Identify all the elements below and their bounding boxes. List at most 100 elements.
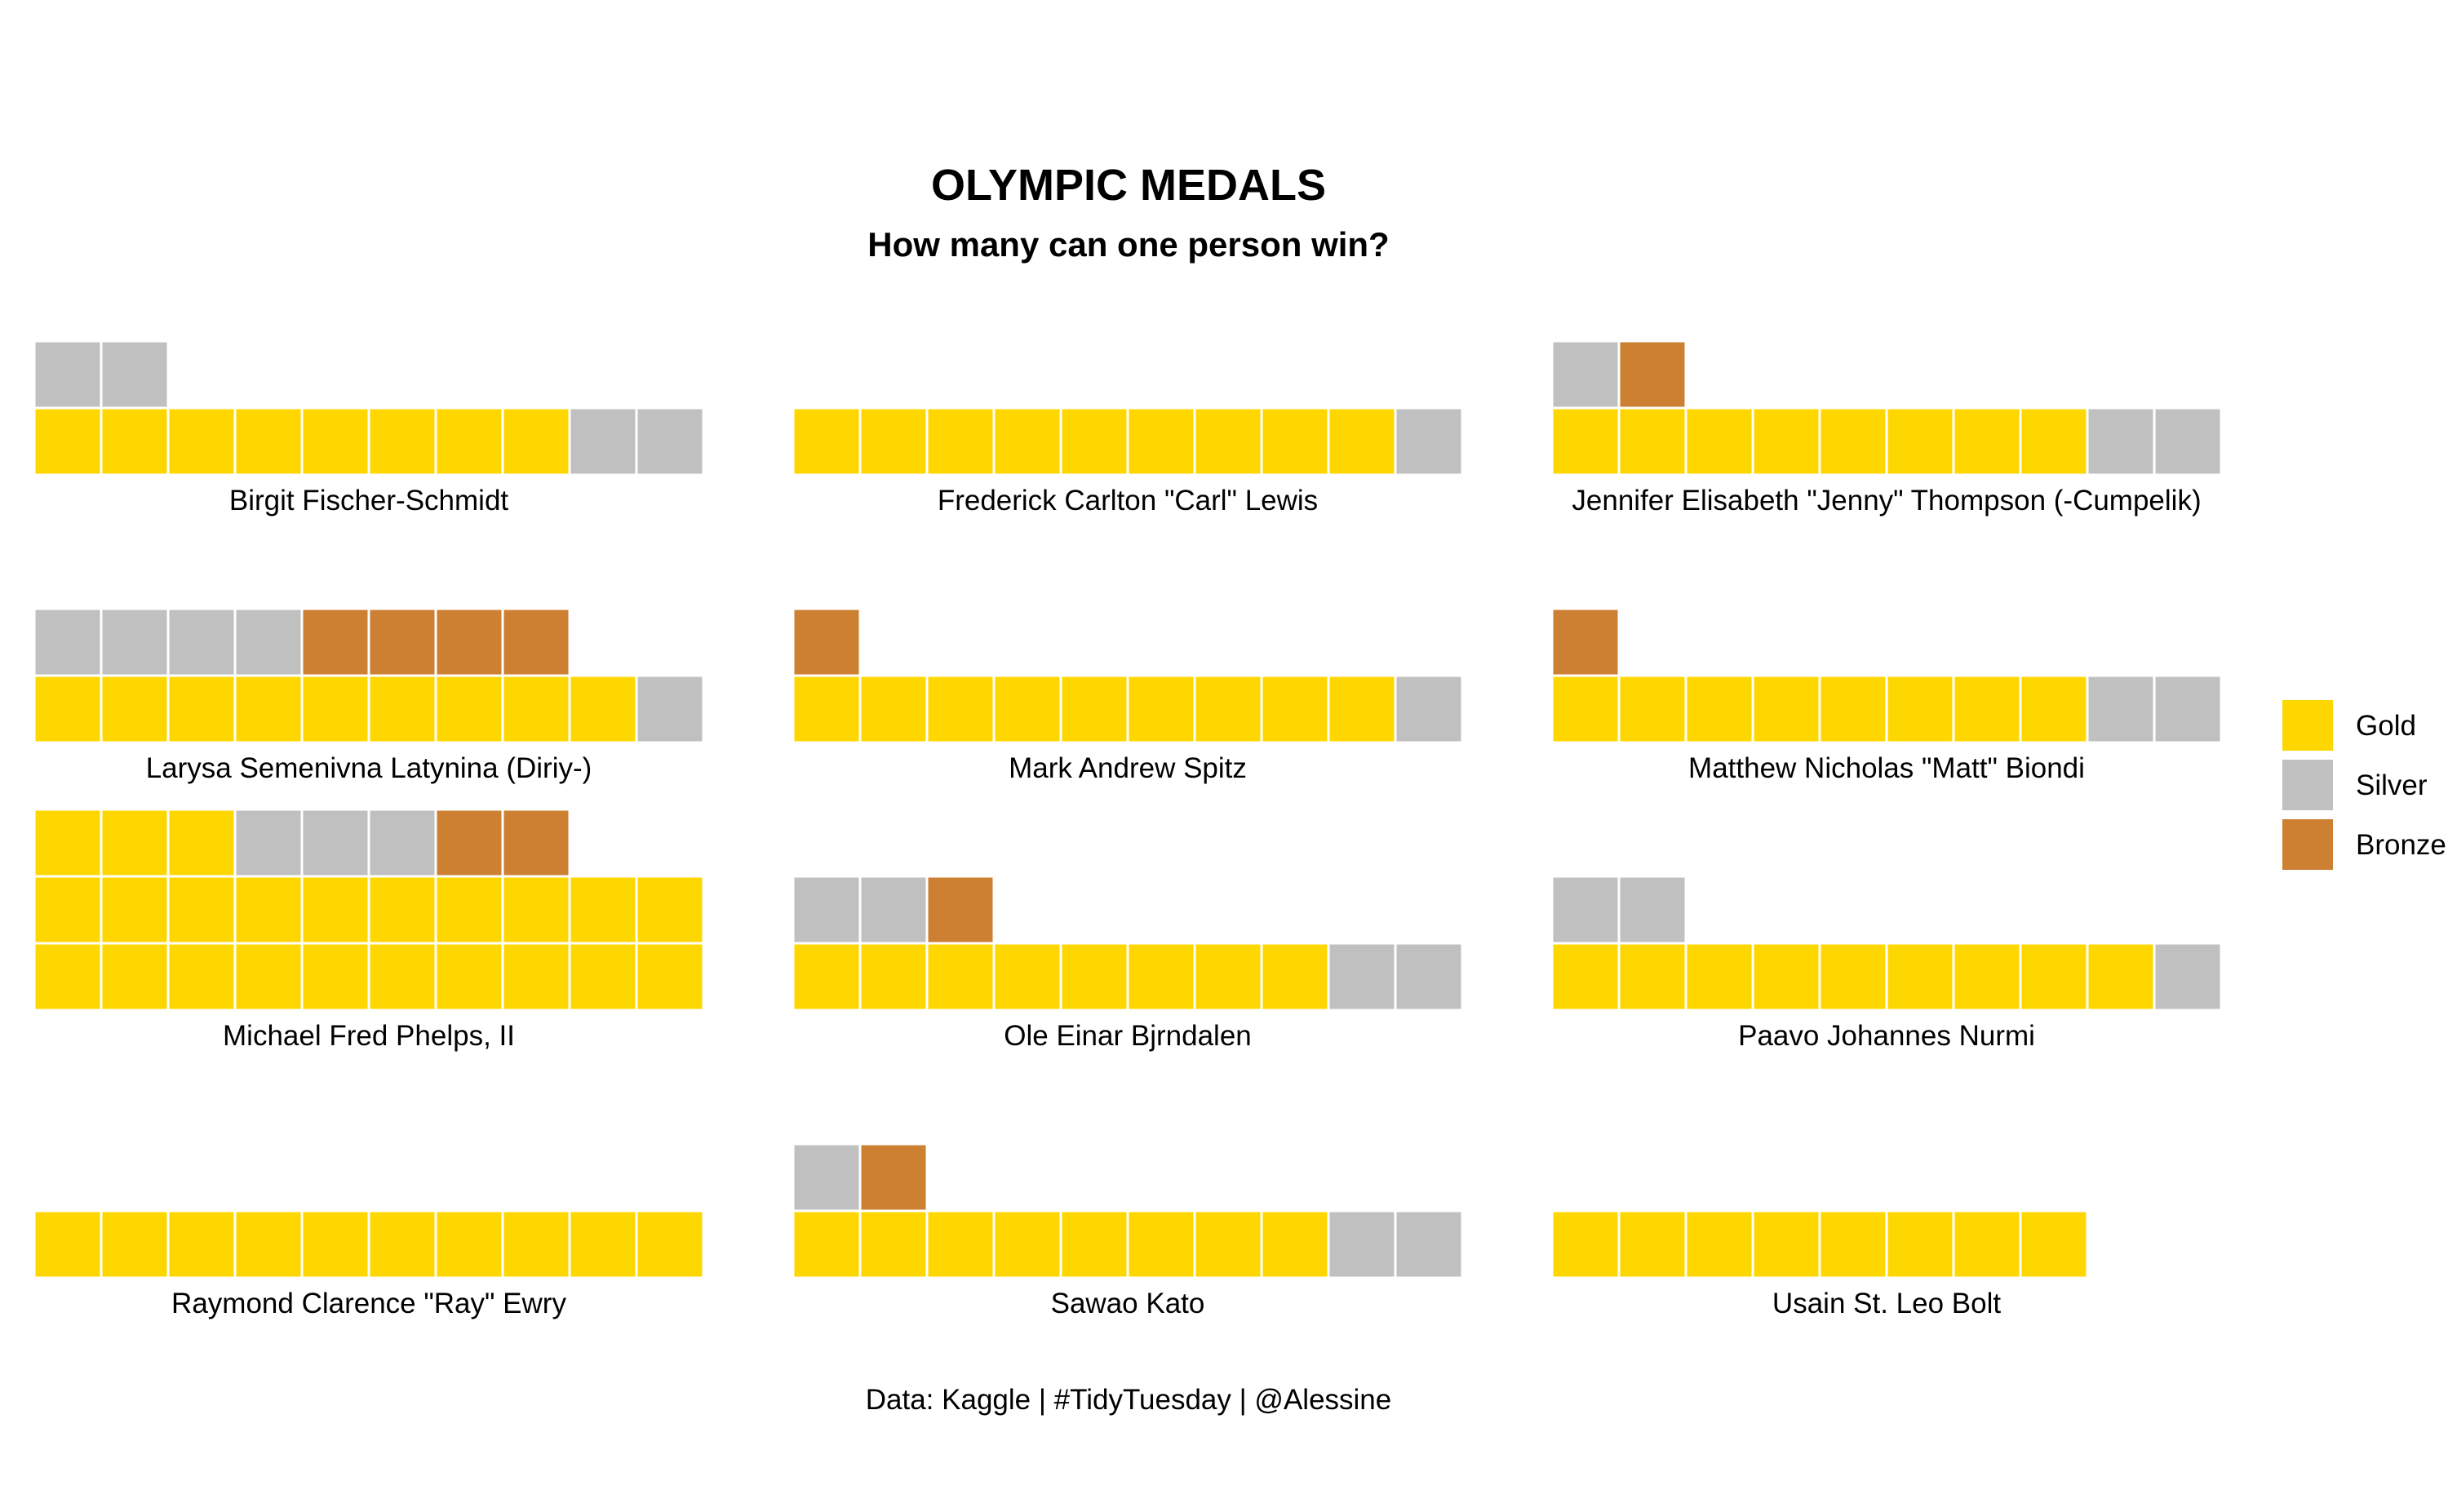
gold-medal-square	[928, 1212, 993, 1277]
silver-medal-square	[861, 877, 926, 942]
gold-medal-square	[1754, 676, 1819, 742]
gold-medal-square	[102, 877, 167, 942]
gold-medal-square	[169, 877, 234, 942]
silver-medal-square	[2155, 944, 2220, 1009]
gold-medal-square	[437, 944, 502, 1009]
gold-medal-square	[1553, 944, 1618, 1009]
gold-medal-square	[1062, 1212, 1127, 1277]
panel-matthew-nicholas-matt-biondi: Matthew Nicholas "Matt" Biondi	[1553, 610, 2220, 784]
gold-medal-square	[794, 944, 859, 1009]
gold-medal-square	[2021, 676, 2087, 742]
gold-medal-square	[169, 409, 234, 474]
bronze-medal-square	[928, 877, 993, 942]
silver-medal-square	[2088, 676, 2153, 742]
gold-medal-square	[570, 676, 636, 742]
gold-medal-square	[995, 944, 1060, 1009]
gold-medal-square	[1687, 676, 1752, 742]
gold-medal-square	[1553, 409, 1618, 474]
gold-medal-square	[570, 1212, 636, 1277]
silver-medal-square	[1329, 1212, 1395, 1277]
bronze-medal-square	[303, 610, 368, 675]
panel-birgit-fischer-schmidt: Birgit Fischer-Schmidt	[35, 342, 703, 517]
gold-medal-square	[35, 944, 100, 1009]
silver-medal-square	[1396, 944, 1461, 1009]
gold-medal-square	[1262, 944, 1328, 1009]
silver-medal-square	[1553, 342, 1618, 407]
gold-medal-square	[1195, 1212, 1261, 1277]
gold-medal-square	[370, 877, 435, 942]
silver-medal-square	[637, 409, 703, 474]
gold-medal-square	[1129, 1212, 1194, 1277]
gold-medal-square	[437, 676, 502, 742]
gold-medal-square	[503, 944, 569, 1009]
gold-medal-square	[1195, 409, 1261, 474]
gold-medal-square	[1820, 676, 1886, 742]
gold-medal-square	[1820, 944, 1886, 1009]
silver-medal-square	[2155, 409, 2220, 474]
gold-medal-square	[1553, 676, 1618, 742]
panel-mark-andrew-spitz: Mark Andrew Spitz	[794, 610, 1461, 784]
panel-label: Michael Fred Phelps, II	[223, 1020, 515, 1052]
gold-medal-square	[236, 676, 301, 742]
gold-medal-square	[1687, 944, 1752, 1009]
legend-swatch-silver	[2282, 760, 2333, 810]
legend-label-silver: Silver	[2356, 769, 2428, 801]
panel-label: Mark Andrew Spitz	[1009, 752, 1247, 784]
gold-medal-square	[169, 810, 234, 876]
panel-ole-einar-bjrndalen: Ole Einar Bjrndalen	[794, 877, 1461, 1052]
gold-medal-square	[102, 810, 167, 876]
gold-medal-square	[1887, 676, 1953, 742]
legend-swatch-bronze	[2282, 819, 2333, 870]
gold-medal-square	[1062, 409, 1127, 474]
silver-medal-square	[169, 610, 234, 675]
gold-medal-square	[437, 877, 502, 942]
gold-medal-square	[1062, 944, 1127, 1009]
chart-caption: Data: Kaggle | #TidyTuesday | @Alessine	[866, 1384, 1392, 1416]
gold-medal-square	[102, 676, 167, 742]
panel-label: Sawao Kato	[1051, 1288, 1205, 1319]
legend-label-gold: Gold	[2356, 710, 2416, 742]
legend: Gold Silver Bronze	[2282, 700, 2446, 870]
gold-medal-square	[2088, 944, 2153, 1009]
silver-medal-square	[303, 810, 368, 876]
gold-medal-square	[303, 1212, 368, 1277]
gold-medal-square	[928, 944, 993, 1009]
gold-medal-square	[102, 944, 167, 1009]
gold-medal-square	[1954, 409, 2020, 474]
chart-title: OLYMPIC MEDALS	[931, 161, 1326, 210]
gold-medal-square	[1620, 676, 1685, 742]
gold-medal-square	[2021, 944, 2087, 1009]
panel-michael-fred-phelps-ii: Michael Fred Phelps, II	[35, 810, 703, 1052]
panel-label: Larysa Semenivna Latynina (Diriy-)	[146, 752, 592, 784]
bronze-medal-square	[861, 1145, 926, 1210]
gold-medal-square	[1954, 1212, 2020, 1277]
gold-medal-square	[861, 409, 926, 474]
bronze-medal-square	[503, 610, 569, 675]
bronze-medal-square	[794, 610, 859, 675]
gold-medal-square	[570, 877, 636, 942]
silver-medal-square	[637, 676, 703, 742]
gold-medal-square	[35, 1212, 100, 1277]
gold-medal-square	[1687, 409, 1752, 474]
gold-medal-square	[169, 944, 234, 1009]
panel-label: Jennifer Elisabeth "Jenny" Thompson (-Cu…	[1572, 485, 2201, 517]
gold-medal-square	[1887, 944, 1953, 1009]
panel-label: Ole Einar Bjrndalen	[1004, 1020, 1252, 1052]
gold-medal-square	[1954, 944, 2020, 1009]
gold-medal-square	[370, 676, 435, 742]
legend-label-bronze: Bronze	[2356, 829, 2446, 861]
gold-medal-square	[169, 1212, 234, 1277]
gold-medal-square	[1954, 676, 2020, 742]
gold-medal-square	[503, 1212, 569, 1277]
gold-medal-square	[1195, 676, 1261, 742]
legend-swatch-gold	[2282, 700, 2333, 751]
panel-raymond-clarence-ray-ewry: Raymond Clarence "Ray" Ewry	[35, 1212, 703, 1319]
gold-medal-square	[1687, 1212, 1752, 1277]
gold-medal-square	[1820, 409, 1886, 474]
gold-medal-square	[1129, 676, 1194, 742]
silver-medal-square	[2088, 409, 2153, 474]
silver-medal-square	[236, 810, 301, 876]
panel-sawao-kato: Sawao Kato	[794, 1145, 1461, 1319]
gold-medal-square	[2021, 1212, 2087, 1277]
gold-medal-square	[303, 944, 368, 1009]
